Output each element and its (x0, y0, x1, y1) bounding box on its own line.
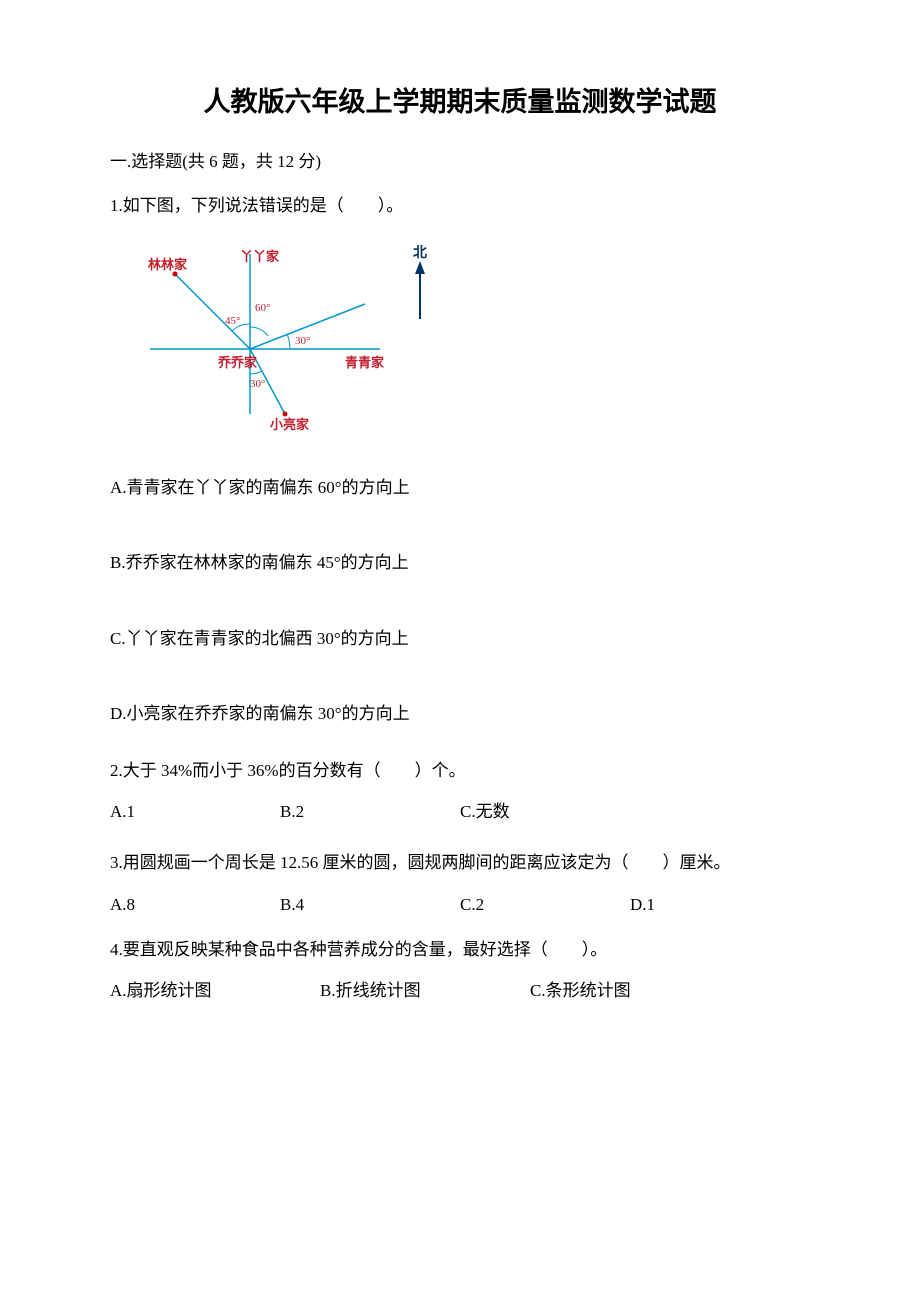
q2-option-b: B.2 (280, 798, 460, 825)
svg-text:30°: 30° (295, 335, 310, 347)
svg-text:丫丫家: 丫丫家 (240, 249, 280, 264)
svg-text:小亮家: 小亮家 (270, 417, 310, 432)
section-header: 一.选择题(共 6 题，共 12 分) (110, 147, 810, 172)
q4-option-a: A.扇形统计图 (110, 977, 320, 1004)
q4-option-c: C.条形统计图 (530, 977, 631, 1004)
q1-text: 1.如下图，下列说法错误的是（ ）。 (110, 192, 810, 219)
page-title: 人教版六年级上学期期末质量监测数学试题 (110, 80, 810, 119)
q3-option-c: C.2 (460, 891, 630, 918)
q3-text: 3.用圆规画一个周长是 12.56 厘米的圆，圆规两脚间的距离应该定为（ ）厘米… (110, 849, 810, 876)
svg-text:北: 北 (413, 245, 427, 261)
svg-text:乔乔家: 乔乔家 (217, 355, 258, 370)
q2-text: 2.大于 34%而小于 36%的百分数有（ ）个。 (110, 757, 810, 784)
q3-option-b: B.4 (280, 891, 460, 918)
svg-text:45°: 45° (225, 315, 240, 327)
q3-option-d: D.1 (630, 891, 780, 918)
q4-text: 4.要直观反映某种食品中各种营养成分的含量，最好选择（ ）。 (110, 936, 810, 963)
q1-option-d: D.小亮家在乔乔家的南偏东 30°的方向上 (110, 700, 810, 727)
q3-options: A.8 B.4 C.2 D.1 (110, 891, 810, 918)
q2-option-c: C.无数 (460, 798, 630, 825)
q4-options: A.扇形统计图 B.折线统计图 C.条形统计图 (110, 977, 810, 1004)
svg-text:30°: 30° (250, 378, 265, 390)
q1-option-c: C.丫丫家在青青家的北偏西 30°的方向上 (110, 625, 810, 652)
q1-option-b: B.乔乔家在林林家的南偏东 45°的方向上 (110, 549, 810, 576)
q4-option-b: B.折线统计图 (320, 977, 530, 1004)
svg-text:林林家: 林林家 (148, 257, 188, 272)
svg-text:青青家: 青青家 (345, 355, 385, 370)
q2-option-a: A.1 (110, 798, 280, 825)
q1-option-a: A.青青家在丫丫家的南偏东 60°的方向上 (110, 474, 810, 501)
q2-options: A.1 B.2 C.无数 (110, 798, 810, 825)
svg-text:60°: 60° (255, 302, 270, 314)
q1-diagram: 林林家 丫丫家 乔乔家 青青家 小亮家 北 60° 45° 30° 30° (140, 239, 810, 444)
q3-option-a: A.8 (110, 891, 280, 918)
